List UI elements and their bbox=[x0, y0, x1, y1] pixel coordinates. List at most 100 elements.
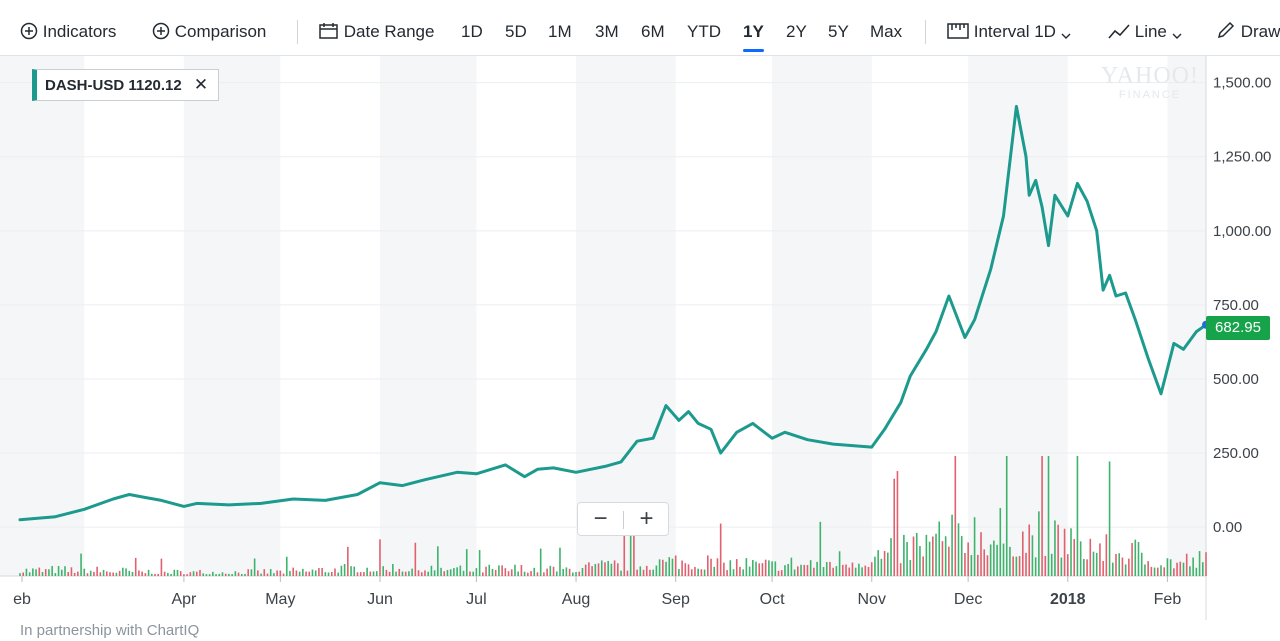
close-icon[interactable]: ✕ bbox=[193, 75, 209, 94]
volume-bar bbox=[1009, 546, 1011, 576]
volume-bar bbox=[559, 547, 561, 576]
range-max[interactable]: Max bbox=[870, 22, 903, 41]
volume-bar bbox=[285, 556, 288, 576]
range-5y[interactable]: 5Y bbox=[828, 22, 849, 41]
chart-area[interactable]: 1,500.00 1,250.00 1,000.00 750.00 500.00 250.… bbox=[0, 56, 1280, 620]
volume-bar bbox=[572, 572, 574, 576]
volume-bar bbox=[581, 567, 584, 576]
yahoo-finance-watermark: YAHOO! FINANCE bbox=[1100, 64, 1200, 101]
volume-bar bbox=[89, 570, 92, 576]
volume-bar bbox=[324, 572, 327, 576]
volume-bar bbox=[353, 566, 356, 576]
volume-bar bbox=[523, 571, 526, 576]
volume-bar bbox=[1095, 552, 1098, 576]
volume-bar bbox=[93, 571, 95, 576]
volume-bar bbox=[957, 523, 960, 576]
volume-bar bbox=[594, 563, 597, 576]
volume-bar bbox=[745, 558, 748, 576]
volume-bar bbox=[858, 563, 860, 576]
volume-bar bbox=[790, 557, 793, 576]
volume-bar bbox=[874, 556, 876, 576]
range-1y[interactable]: 1Y bbox=[743, 0, 764, 55]
volume-bar bbox=[302, 568, 304, 576]
range-6m[interactable]: 6M bbox=[641, 22, 665, 41]
volume-bar bbox=[289, 570, 291, 576]
indicators-button[interactable]: Indicators bbox=[20, 0, 116, 55]
volume-bar bbox=[954, 456, 957, 576]
range-1d[interactable]: 1D bbox=[461, 22, 483, 41]
volume-bar bbox=[552, 566, 555, 576]
chart-type-dropdown[interactable]: Line bbox=[1108, 0, 1182, 55]
series-legend-chip[interactable]: DASH-USD 1120.12 ✕ bbox=[32, 69, 220, 101]
comparison-button[interactable]: Comparison bbox=[152, 0, 266, 55]
range-3m[interactable]: 3M bbox=[595, 22, 619, 41]
draw-button[interactable]: Draw bbox=[1216, 0, 1280, 55]
volume-bar bbox=[1034, 557, 1037, 576]
date-range-button[interactable]: Date Range bbox=[319, 0, 434, 55]
range-2y[interactable]: 2Y bbox=[786, 22, 807, 41]
volume-bar bbox=[517, 571, 519, 576]
volume-bar bbox=[340, 565, 343, 576]
volume-bar bbox=[163, 571, 166, 576]
volume-bar bbox=[154, 573, 156, 576]
x-tick-label: Apr bbox=[171, 591, 197, 608]
volume-bar bbox=[510, 569, 513, 576]
volume-bar bbox=[809, 560, 812, 576]
volume-bar bbox=[1047, 456, 1050, 576]
volume-bar bbox=[1018, 556, 1021, 576]
volume-bar bbox=[626, 570, 629, 576]
volume-bar bbox=[385, 569, 388, 576]
toolbar-divider bbox=[297, 20, 298, 44]
volume-bar bbox=[475, 568, 478, 576]
volume-bar bbox=[816, 561, 818, 576]
volume-bar bbox=[224, 573, 227, 576]
chevron-down-icon bbox=[1061, 33, 1071, 39]
volume-bar bbox=[851, 562, 854, 576]
zoom-in-button[interactable]: + bbox=[639, 505, 654, 532]
volume-bar bbox=[633, 530, 635, 576]
volume-bar bbox=[408, 571, 410, 576]
x-tick-label: Dec bbox=[954, 591, 982, 608]
volume-bar bbox=[417, 570, 420, 576]
volume-bar bbox=[681, 560, 683, 576]
volume-bar bbox=[829, 561, 831, 576]
last-price-badge: 682.95 bbox=[1206, 316, 1270, 340]
volume-bar bbox=[327, 572, 330, 576]
volume-bar bbox=[835, 566, 838, 576]
volume-bar bbox=[610, 563, 613, 576]
price-chart[interactable]: 1,500.00 1,250.00 1,000.00 750.00 500.00 250.… bbox=[0, 56, 1280, 620]
volume-bar bbox=[170, 574, 172, 576]
volume-bar bbox=[128, 570, 131, 576]
zoom-out-button[interactable]: − bbox=[593, 505, 608, 532]
volume-bar bbox=[32, 568, 34, 576]
volume-bar bbox=[793, 569, 796, 576]
volume-bar bbox=[925, 534, 928, 576]
volume-bar bbox=[822, 567, 825, 576]
volume-bar bbox=[138, 570, 140, 576]
volume-bar bbox=[944, 536, 947, 576]
x-tick-label: Feb bbox=[1154, 591, 1182, 608]
volume-bar bbox=[527, 572, 529, 576]
volume-bar bbox=[912, 536, 915, 576]
range-ytd[interactable]: YTD bbox=[687, 22, 721, 41]
y-tick-label: 750.00 bbox=[1213, 297, 1259, 314]
volume-bar bbox=[1131, 542, 1133, 576]
volume-bar bbox=[99, 572, 102, 576]
volume-bar bbox=[1099, 543, 1101, 576]
volume-bar bbox=[179, 571, 182, 576]
volume-bar bbox=[1089, 538, 1092, 576]
range-5d[interactable]: 5D bbox=[505, 22, 527, 41]
volume-bar bbox=[613, 560, 616, 576]
volume-bar bbox=[125, 568, 127, 576]
volume-bar bbox=[752, 559, 754, 576]
volume-bar bbox=[909, 560, 912, 576]
volume-bar bbox=[620, 570, 622, 576]
volume-bar bbox=[212, 571, 214, 576]
volume-bar bbox=[102, 569, 105, 576]
volume-bar bbox=[980, 532, 982, 576]
volume-bar bbox=[996, 544, 998, 576]
interval-dropdown[interactable]: Interval 1D bbox=[947, 0, 1071, 55]
volume-bar bbox=[70, 567, 73, 576]
volume-bar bbox=[668, 557, 671, 576]
range-1m[interactable]: 1M bbox=[548, 22, 572, 41]
